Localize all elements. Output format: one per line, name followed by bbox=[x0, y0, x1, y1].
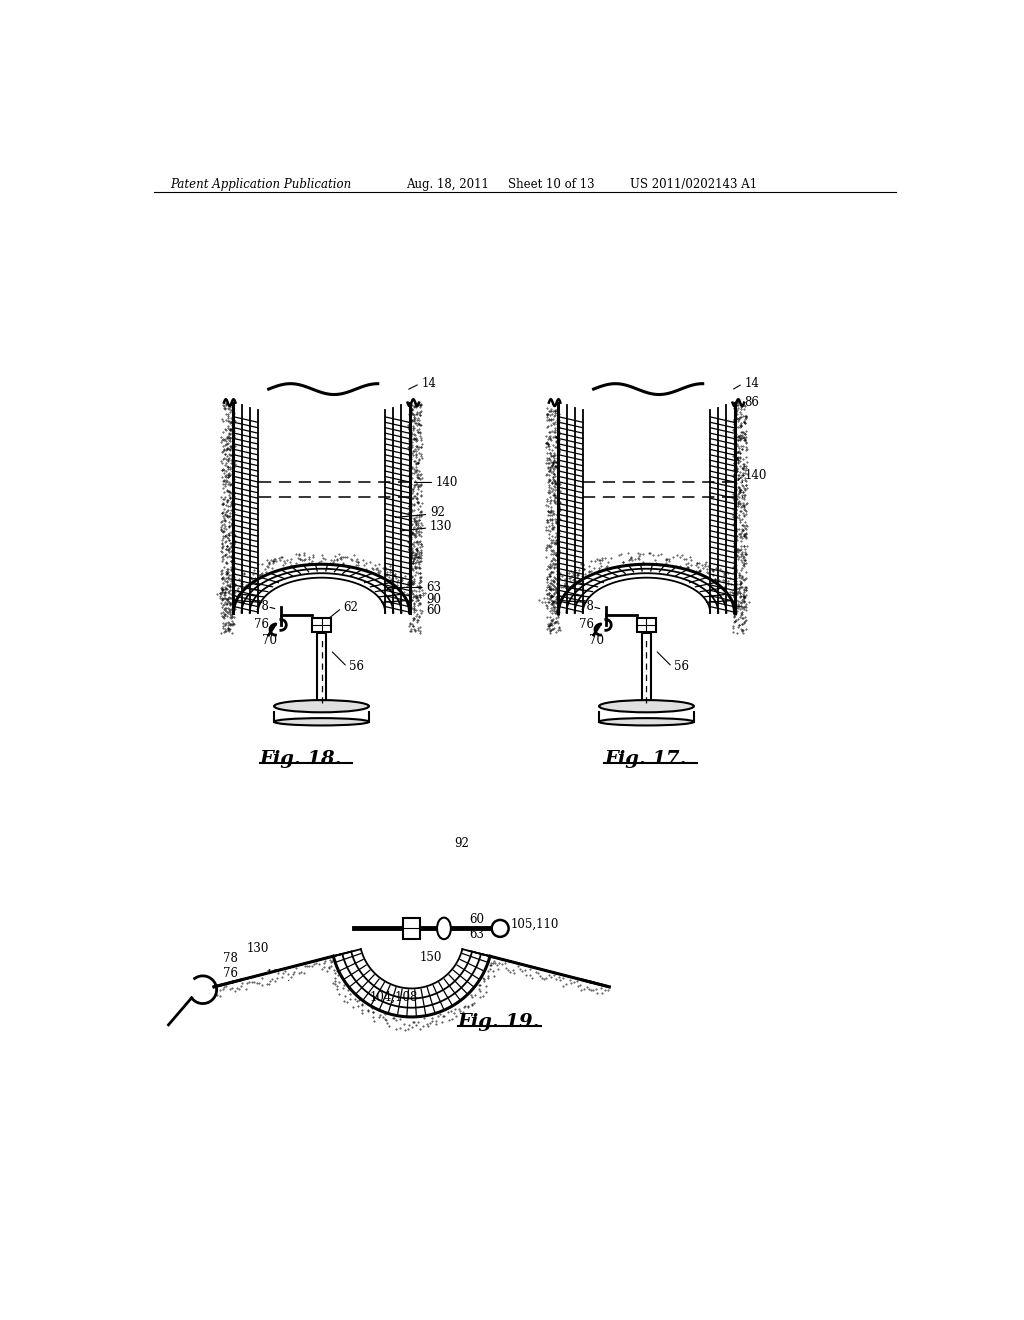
Text: 56: 56 bbox=[674, 660, 688, 673]
Text: Patent Application Publication: Patent Application Publication bbox=[171, 178, 352, 190]
Text: 60: 60 bbox=[469, 912, 484, 925]
Ellipse shape bbox=[437, 917, 451, 940]
Text: 78: 78 bbox=[579, 601, 594, 612]
Text: 92: 92 bbox=[430, 507, 444, 520]
Ellipse shape bbox=[599, 718, 694, 726]
Ellipse shape bbox=[599, 700, 694, 713]
Bar bbox=[637, 618, 656, 632]
Text: 63: 63 bbox=[469, 928, 484, 941]
Text: Sheet 10 of 13: Sheet 10 of 13 bbox=[508, 178, 595, 190]
Text: 130: 130 bbox=[430, 520, 453, 533]
Text: 63: 63 bbox=[427, 581, 441, 594]
Text: 104,108: 104,108 bbox=[370, 991, 418, 1005]
Text: 62: 62 bbox=[343, 602, 358, 614]
Text: 76: 76 bbox=[579, 618, 594, 631]
Text: 78: 78 bbox=[223, 952, 238, 965]
Text: Fig. 19.: Fig. 19. bbox=[458, 1014, 541, 1031]
Text: 86: 86 bbox=[744, 396, 759, 409]
Text: 60: 60 bbox=[427, 605, 441, 616]
Polygon shape bbox=[587, 403, 707, 612]
Text: US 2011/0202143 A1: US 2011/0202143 A1 bbox=[630, 178, 757, 190]
Bar bbox=[316, 634, 327, 706]
Ellipse shape bbox=[274, 718, 369, 726]
Polygon shape bbox=[262, 403, 381, 612]
Text: 150: 150 bbox=[419, 952, 441, 964]
Text: 76: 76 bbox=[254, 618, 268, 631]
Text: 130: 130 bbox=[247, 942, 269, 954]
Text: Fig. 18.: Fig. 18. bbox=[260, 750, 342, 768]
Text: 140: 140 bbox=[744, 469, 767, 482]
Bar bbox=[403, 917, 420, 940]
Bar bbox=[312, 618, 331, 632]
Text: 76: 76 bbox=[223, 968, 238, 981]
Text: 70: 70 bbox=[589, 634, 604, 647]
Text: Aug. 18, 2011: Aug. 18, 2011 bbox=[407, 178, 489, 190]
Text: 105,110: 105,110 bbox=[510, 917, 558, 931]
Text: 90: 90 bbox=[427, 593, 441, 606]
Ellipse shape bbox=[274, 700, 369, 713]
Text: 103,106: 103,106 bbox=[266, 969, 314, 982]
Bar bbox=[642, 634, 651, 706]
Text: 70: 70 bbox=[262, 634, 276, 647]
Text: 14: 14 bbox=[421, 378, 436, 391]
Text: 14: 14 bbox=[744, 378, 759, 391]
Text: Fig. 17.: Fig. 17. bbox=[604, 750, 686, 768]
Circle shape bbox=[492, 920, 509, 937]
Text: 92: 92 bbox=[454, 837, 469, 850]
Text: 78: 78 bbox=[254, 601, 268, 612]
Text: 56: 56 bbox=[348, 660, 364, 673]
Polygon shape bbox=[242, 949, 582, 989]
Text: 140: 140 bbox=[436, 477, 458, 488]
